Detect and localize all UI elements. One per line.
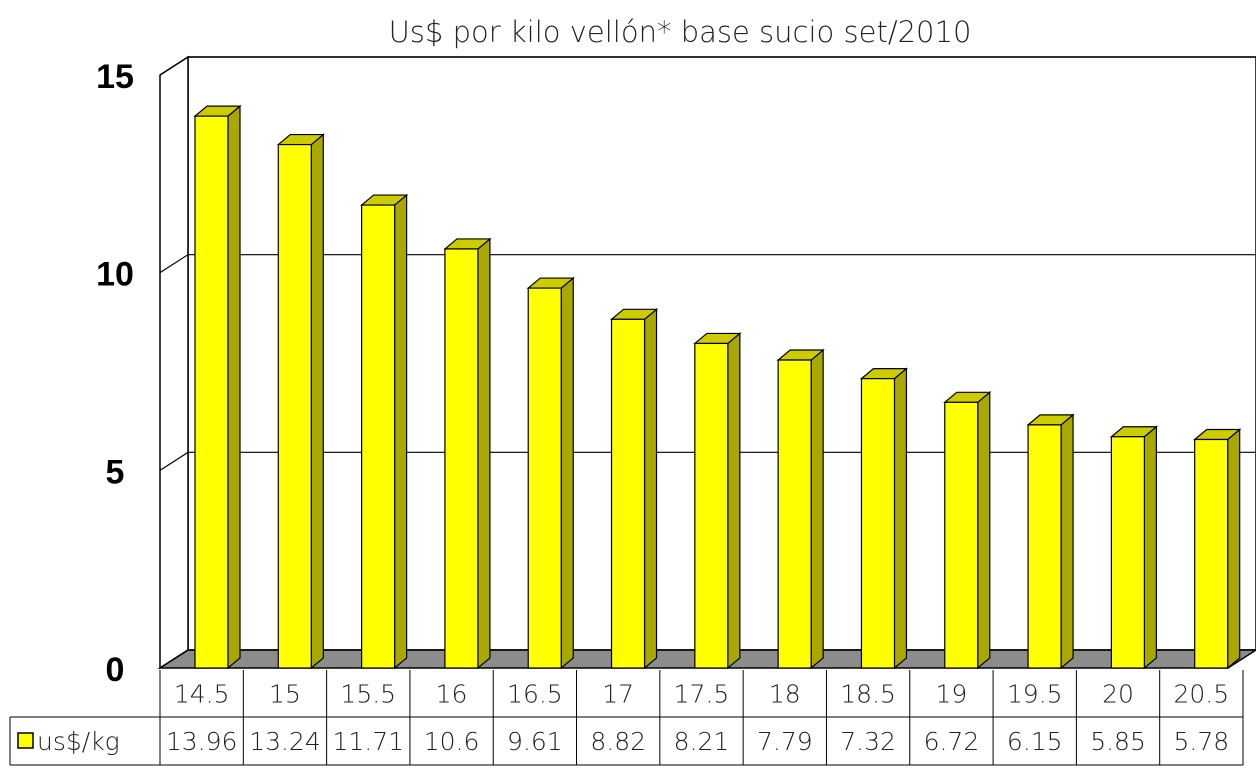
y-tick-label: 10: [96, 256, 134, 294]
bar: [610, 318, 646, 669]
bar: [1194, 438, 1229, 669]
data-table-value: 8.21: [674, 727, 730, 756]
x-tick-label: 18: [769, 680, 801, 709]
bar-side: [643, 308, 658, 670]
bar-side: [310, 133, 324, 670]
x-tick-label: 19: [936, 680, 968, 709]
y-tick-label: 5: [106, 453, 125, 491]
x-tick-label: 16.5: [507, 680, 563, 709]
x-tick-label: 20.5: [1174, 680, 1230, 709]
bar: [361, 204, 396, 669]
chart-title: Us$ por kilo vellón* base sucio set/2010: [389, 15, 972, 49]
x-tick-label: 18.5: [840, 680, 896, 709]
data-table-value: 8.82: [590, 727, 646, 756]
x-tick-label: 15: [269, 680, 301, 709]
bar-side: [893, 367, 908, 670]
data-table-value: 7.32: [840, 727, 896, 756]
x-tick-label: 17.5: [674, 680, 730, 709]
bar: [694, 342, 729, 669]
side-wall: [159, 55, 189, 670]
data-table-value: 13.24: [249, 727, 321, 756]
data-table-value: 11.71: [332, 727, 404, 756]
data-table-value: 9.61: [507, 727, 563, 756]
bar-side: [977, 391, 991, 670]
data-table-value: 10.6: [424, 727, 480, 756]
bar: [444, 248, 479, 669]
data-table-value: 7.79: [757, 727, 813, 756]
legend-label: us$/kg: [37, 727, 120, 756]
bar-side: [727, 332, 741, 670]
bar-side: [560, 276, 574, 670]
y-tick-label: 0: [106, 651, 125, 689]
x-tick-label: 17: [602, 680, 634, 709]
bar-side: [810, 348, 824, 670]
bar: [860, 378, 896, 669]
legend-swatch: [17, 732, 34, 749]
x-tick-label: 16: [436, 680, 468, 709]
x-tick-label: 19.5: [1007, 680, 1063, 709]
bar: [277, 143, 312, 669]
x-tick-label: 14.5: [174, 680, 230, 709]
bar-side: [227, 104, 241, 670]
bar: [527, 287, 562, 669]
data-table-value: 5.85: [1090, 727, 1146, 756]
bar: [777, 359, 812, 669]
bar: [944, 401, 979, 669]
data-table-value: 5.78: [1174, 727, 1230, 756]
y-tick-label: 15: [96, 58, 134, 96]
x-tick-label: 15.5: [340, 680, 396, 709]
bar-side: [394, 193, 408, 670]
x-tick-label: 20: [1102, 680, 1134, 709]
bar: [1110, 436, 1145, 669]
bar-side: [1227, 428, 1241, 670]
data-table-value: 6.15: [1007, 727, 1063, 756]
bar-side: [477, 237, 491, 670]
bar: [1027, 424, 1062, 669]
data-table-value: 13.96: [166, 727, 238, 756]
grid-line: [159, 56, 1256, 76]
bar: [194, 115, 229, 669]
grid-line: [159, 254, 1256, 274]
bar-side: [1060, 413, 1074, 670]
data-table-value: 6.72: [924, 727, 980, 756]
bar-side: [1143, 425, 1157, 670]
